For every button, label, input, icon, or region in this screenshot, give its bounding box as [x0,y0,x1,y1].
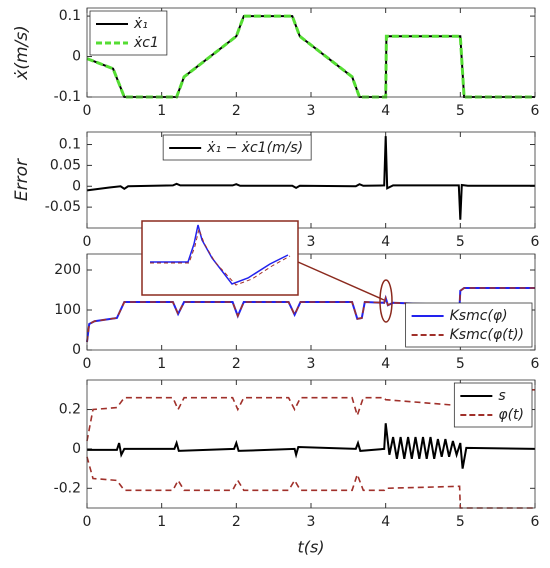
legend-label: Ksmc(φ(t)) [450,327,524,343]
legend-box [405,302,533,348]
x-tick-label: 1 [157,514,166,530]
x-tick-label: 5 [456,514,465,530]
axes-frame [86,131,536,229]
y-tick-label: 0.1 [59,8,81,24]
y-tick-label: 0 [72,178,81,194]
axes-frame [86,7,536,98]
inset [141,220,393,323]
x-tick-label: 5 [456,356,465,372]
y-tick-label: 0 [72,342,81,358]
x-tick-label: 3 [307,234,316,250]
y-tick-label: 0 [72,49,81,65]
series-line [87,423,536,469]
x-tick-label: 0 [83,103,92,119]
y-tick-label: 0.1 [59,137,81,153]
legend: s φ(t) [453,382,533,428]
inset-curve [150,227,291,286]
axes-frame [86,379,536,509]
x-tick-label: 3 [307,514,316,530]
y-axis-label: ẋ(m/s) [12,25,32,80]
legend: ẋ₁ − ẋc1(m/s) [162,134,312,161]
x-tick-label: 0 [83,514,92,530]
x-tick-label: 0 [83,234,92,250]
legend-label: ẋ₁ [133,16,148,32]
x-axis-label: t(s) [297,538,324,557]
x-tick-label: 3 [307,356,316,372]
x-tick-label: 4 [381,103,390,119]
x-tick-label: 5 [456,234,465,250]
legend-box [89,10,168,56]
axes-frame [86,253,536,351]
x-tick-label: 2 [232,103,241,119]
x-tick-label: 5 [456,103,465,119]
y-tick-label: 100 [54,302,81,318]
x-tick-label: 0 [83,356,92,372]
legend-label: Ksmc(φ) [450,308,508,324]
series-line [86,456,535,509]
y-tick-label: -0.1 [54,89,81,105]
y-axis-label: Error [12,158,32,201]
zoom-ellipse [379,279,393,323]
y-tick-label: 0 [72,441,81,457]
x-tick-label: 3 [307,103,316,119]
series-line [86,389,535,442]
y-tick-label: 0.05 [50,157,81,173]
y-tick-label: -0.2 [54,480,81,496]
series-line [86,136,535,220]
x-tick-label: 4 [381,514,390,530]
x-tick-label: 6 [531,514,540,530]
legend-label: s [498,388,505,404]
inset-box [141,220,299,296]
x-tick-label: 4 [381,234,390,250]
x-tick-label: 4 [381,356,390,372]
y-tick-label: 0.2 [59,402,81,418]
x-tick-label: 6 [531,234,540,250]
series-line [86,287,535,343]
y-tick-label: -0.05 [45,199,81,215]
inset-curve [150,224,289,285]
x-tick-label: 1 [157,103,166,119]
legend-box [453,382,533,428]
legend-label: φ(t) [498,407,524,423]
legend: ẋ₁ ẋc1 [89,10,168,56]
legend-label: ẋ₁ − ẋc1(m/s) [206,140,303,156]
x-tick-label: 6 [531,103,540,119]
x-tick-label: 2 [232,356,241,372]
inset-connector [297,261,385,301]
x-tick-label: 1 [157,356,166,372]
x-tick-label: 2 [232,514,241,530]
legend-label: ẋc1 [133,35,159,51]
y-tick-label: 200 [54,262,81,278]
legend: Ksmc(φ) Ksmc(φ(t)) [405,302,533,348]
x-tick-label: 6 [531,356,540,372]
